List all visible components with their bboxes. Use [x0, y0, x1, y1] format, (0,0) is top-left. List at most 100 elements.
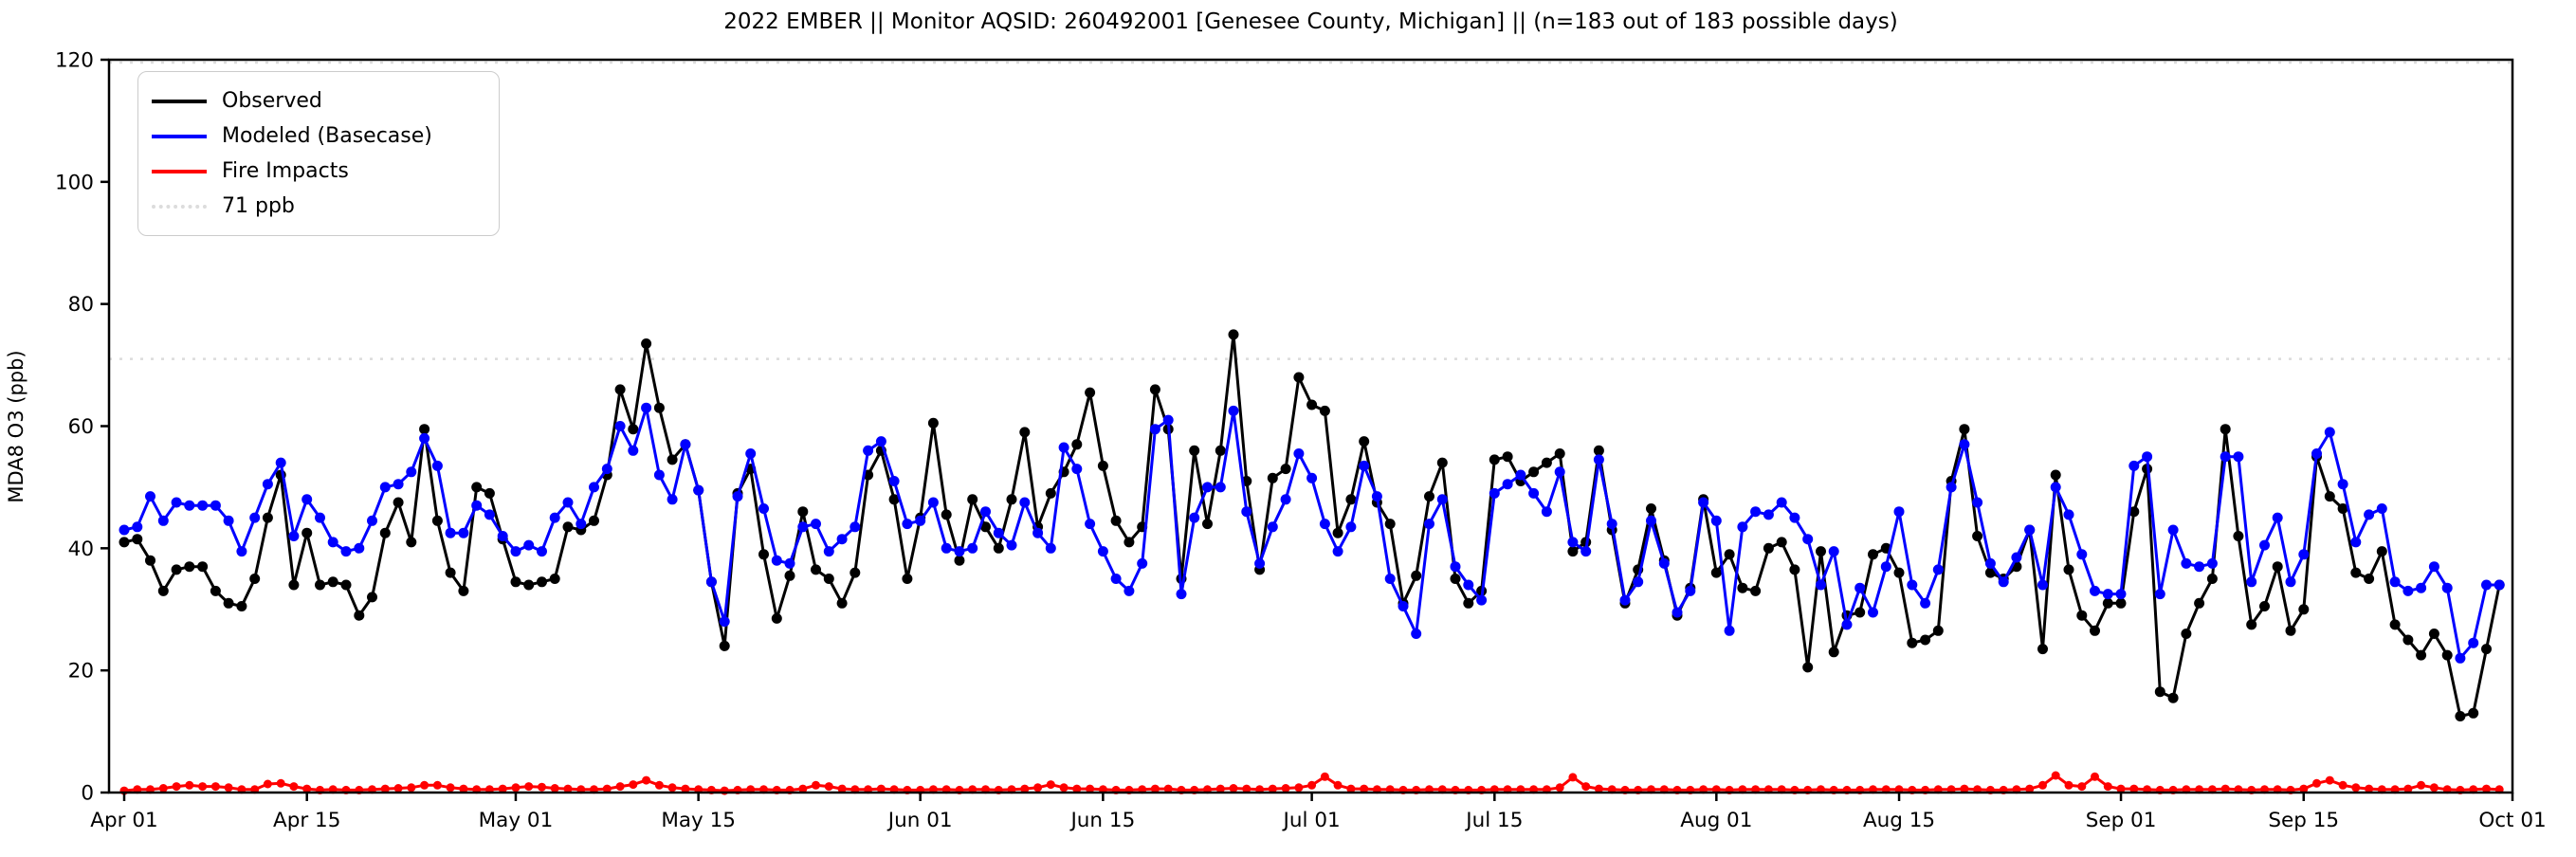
- data-point: [1424, 491, 1434, 502]
- data-point: [1149, 424, 1160, 435]
- data-point: [1606, 519, 1617, 530]
- data-point: [2338, 780, 2348, 790]
- data-point: [2285, 576, 2296, 588]
- legend-item-observed: Observed: [152, 83, 485, 119]
- data-point: [2299, 784, 2309, 793]
- data-point: [1737, 521, 1748, 533]
- data-point: [1228, 405, 1239, 416]
- data-point: [2050, 469, 2061, 481]
- data-point: [132, 534, 143, 545]
- data-point: [629, 780, 638, 790]
- x-tick-label: Jul 15: [1464, 809, 1523, 832]
- fire-line-swatch: [152, 169, 207, 173]
- data-point: [1658, 557, 1670, 569]
- data-point: [615, 782, 625, 792]
- data-point: [511, 783, 521, 793]
- legend-label-fire: Fire Impacts: [222, 159, 349, 183]
- data-point: [758, 503, 769, 514]
- y-axis-label: MDA8 O3 (ppb): [5, 350, 27, 503]
- data-point: [993, 542, 1004, 554]
- data-point: [288, 531, 300, 541]
- legend-item-fire: Fire Impacts: [152, 154, 485, 189]
- data-point: [1019, 497, 1031, 508]
- data-point: [2077, 782, 2087, 792]
- x-tick-label: Apr 15: [273, 809, 340, 832]
- data-point: [601, 464, 612, 475]
- data-point: [2259, 539, 2270, 551]
- data-point: [602, 784, 612, 793]
- legend-item-modeled: Modeled (Basecase): [152, 119, 485, 154]
- data-point: [2312, 778, 2321, 788]
- data-point: [2324, 427, 2335, 438]
- data-point: [2364, 509, 2375, 520]
- data-point: [1710, 515, 1722, 526]
- data-point: [145, 491, 155, 502]
- data-point: [1360, 784, 1369, 793]
- y-tick-label: 120: [55, 49, 94, 73]
- data-point: [1033, 783, 1043, 793]
- data-point: [1724, 549, 1735, 560]
- data-point: [2337, 503, 2348, 514]
- data-point: [758, 549, 769, 560]
- data-point: [1241, 506, 1252, 518]
- data-point: [2233, 451, 2244, 463]
- data-point: [1960, 784, 1969, 793]
- x-tick-label: Jun 15: [1069, 809, 1135, 832]
- data-point: [1045, 487, 1056, 499]
- data-point: [393, 497, 404, 508]
- data-point: [1893, 506, 1905, 518]
- data-point: [2024, 524, 2036, 536]
- data-point: [1541, 457, 1552, 468]
- data-point: [875, 436, 886, 447]
- data-point: [2115, 589, 2127, 600]
- chart-title: 2022 EMBER || Monitor AQSID: 260492001 […: [723, 9, 1898, 34]
- data-point: [185, 780, 194, 790]
- y-tick-label: 60: [68, 415, 94, 439]
- data-point: [315, 512, 325, 523]
- data-point: [432, 780, 442, 790]
- data-point: [379, 482, 391, 493]
- data-point: [2350, 537, 2362, 548]
- data-point: [2091, 772, 2099, 781]
- data-point: [1593, 454, 1604, 465]
- data-point: [2259, 601, 2270, 611]
- data-point: [1502, 479, 1513, 490]
- data-point: [419, 432, 430, 444]
- data-point: [980, 506, 991, 518]
- data-point: [2037, 579, 2048, 591]
- data-point: [1294, 783, 1304, 793]
- data-point: [1254, 557, 1266, 569]
- data-point: [210, 500, 221, 511]
- data-point: [1359, 436, 1370, 447]
- data-point: [2090, 625, 2100, 636]
- data-point: [1162, 414, 1174, 426]
- data-point: [1932, 564, 1944, 575]
- series-markers-1: [119, 402, 2505, 664]
- data-point: [1280, 464, 1291, 475]
- data-point: [2064, 780, 2074, 790]
- data-point: [2337, 479, 2348, 490]
- data-point: [1267, 472, 1278, 483]
- data-point: [1020, 784, 1030, 793]
- data-point: [1685, 585, 1696, 596]
- data-point: [327, 537, 338, 548]
- data-point: [1568, 773, 1578, 782]
- data-point: [2102, 597, 2113, 609]
- data-point: [1646, 515, 1656, 526]
- data-point: [249, 574, 261, 584]
- data-point: [2441, 649, 2453, 661]
- data-point: [1110, 515, 1122, 526]
- data-point: [1189, 445, 1200, 456]
- data-point: [2350, 567, 2362, 578]
- data-point: [171, 497, 182, 508]
- x-tick-label: Jun 01: [886, 809, 953, 832]
- data-point: [1854, 582, 1866, 593]
- data-point: [2416, 649, 2427, 661]
- data-point: [2402, 634, 2414, 646]
- data-point: [2181, 629, 2192, 639]
- data-point: [236, 546, 247, 557]
- legend-label-modeled: Modeled (Basecase): [222, 124, 432, 148]
- data-point: [667, 494, 678, 505]
- data-point: [224, 783, 233, 793]
- data-point: [1593, 445, 1604, 456]
